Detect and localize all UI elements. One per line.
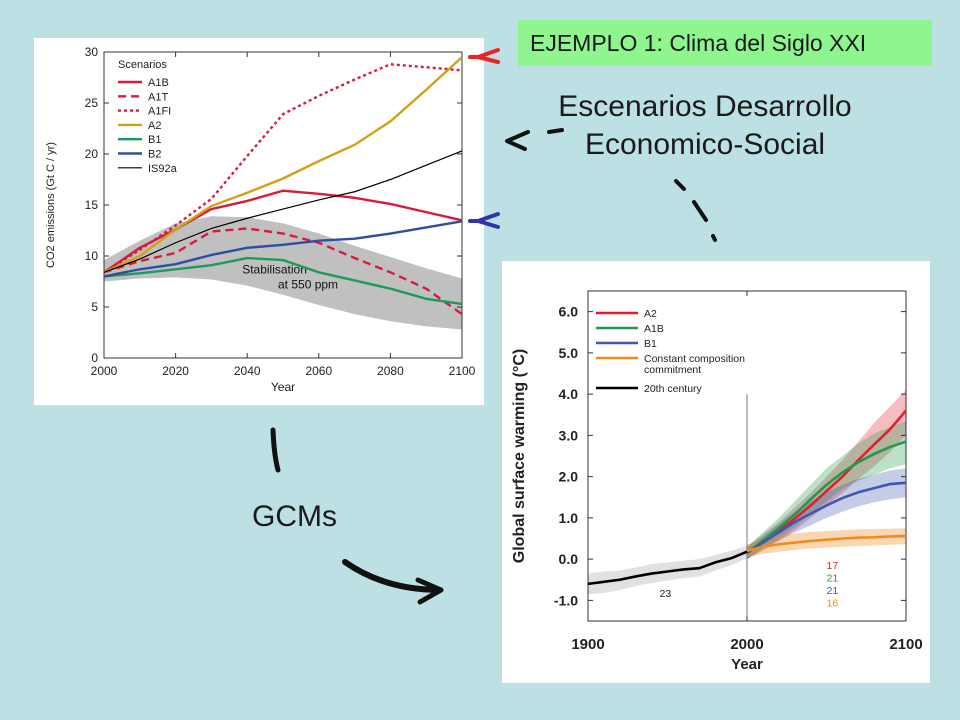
y-tick-label: 0 [91,351,98,365]
legend-label-a2: A2 [148,120,161,132]
y-tick-label: 25 [85,96,99,110]
model-count-label: 21 [827,585,839,597]
y-tick-label: 5 [91,300,98,314]
uncertainty-band-20th-century [588,545,747,595]
historical-model-count: 23 [660,588,672,600]
scenarios-heading: Escenarios Desarrollo Economico-Social [520,88,890,164]
scenarios-heading-line1: Escenarios Desarrollo [558,90,852,123]
stabilisation-label-line2: at 550 ppm [278,278,338,292]
x-tick-label: 2100 [889,636,922,653]
uncertainty-band-a2 [747,390,906,560]
series-line-a1fi [103,63,463,274]
y-tick-label: 5.0 [559,345,579,361]
model-count-label: 16 [827,598,839,610]
x-tick-label: 2000 [91,364,118,378]
y-tick-label: 2.0 [559,469,579,485]
y-tick-label: -1.0 [554,592,578,608]
x-tick-label: 1900 [571,636,604,653]
blue-pointer-arrow-icon [468,212,500,229]
series-line-a1b [103,189,463,274]
y-tick-label: 15 [85,198,99,212]
uncertainty-band-constant-composition-commitment [747,528,906,558]
y-tick-label: 1.0 [559,510,579,526]
legend-label-a1fi: A1FI [148,106,171,118]
series-line-b1 [103,256,463,306]
surface-warming-panel: -1.0 0.0 1.0 2.0 3.0 4.0 5.0 6.0 1900 2000 2100 Yea… [502,261,930,683]
y-tick-label: 3.0 [559,427,579,443]
x-tick-label: 2100 [449,364,476,378]
series-line-is92a [103,150,463,273]
legend-label-constant-composition-commitment: Constant composition [644,353,745,365]
x-tick-label: 2080 [377,364,404,378]
x-tick-label: 2040 [234,364,261,378]
x-tick-label: 2000 [730,636,763,653]
series-line-20th-century [587,550,748,586]
model-count-label: 21 [827,573,839,585]
legend-label-a1b: A1B [148,77,169,89]
y-tick-label: 6.0 [559,304,579,320]
x-tick-label: 2020 [162,364,189,378]
legend-label-b1: B1 [644,338,657,350]
dashed-curved-arrow-icon [505,128,717,242]
legend-label-is92a: IS92a [148,163,178,175]
y-tick-label: 0.0 [559,551,579,567]
gcms-label: GCMs [252,500,337,533]
surface-warming-chart: -1.0 0.0 1.0 2.0 3.0 4.0 5.0 6.0 1900 2000 2100 Yea… [511,290,923,673]
series-line-a1b [746,440,907,554]
series-line-a1t [103,227,463,316]
legend-title: Scenarios [118,59,167,71]
x-axis-label: Year [271,380,295,394]
series-line-constant-composition-commitment [746,534,907,553]
co2-emissions-panel: Stabilisation at 550 ppm 0 5 10 15 20 25 30 2000 2… [34,38,484,405]
legend-label-a1b: A1B [644,323,664,335]
y-tick-label: 4.0 [559,386,579,402]
model-count-label: 17 [827,560,839,572]
legend-label-a2: A2 [644,308,657,320]
red-pointer-arrow-icon [468,48,500,64]
legend-label-constant-composition-commitment-line2: commitment [644,364,701,376]
stabilisation-band [104,216,462,330]
series-line-b1 [746,481,907,555]
co2-emissions-chart: Stabilisation at 550 ppm 0 5 10 15 20 25 30 2000 2… [45,45,476,394]
gcms-curved-arrow-icon [270,427,444,605]
example-title-text: EJEMPLO 1: Clima del Siglo XXI [530,30,867,56]
legend-label-b1: B1 [148,134,161,146]
y-tick-label: 30 [85,45,99,59]
scenarios-heading-line2: Economico-Social [584,128,826,161]
legend-label-a1t: A1T [148,91,168,103]
legend-label-20th-century: 20th century [644,383,703,395]
y-axis-label: Global surface warming (°C) [511,349,528,563]
y-tick-label: 20 [85,147,99,161]
legend-label-b2: B2 [148,149,161,161]
y-tick-label: 10 [85,249,99,263]
y-axis-label: CO2 emissions (Gt C / yr) [45,142,57,268]
x-axis-label: Year [731,656,763,673]
example-title-badge: EJEMPLO 1: Clima del Siglo XXI [518,20,932,66]
stabilisation-label-line1: Stabilisation [242,262,307,276]
series-line-b2 [103,220,463,278]
x-tick-label: 2060 [305,364,332,378]
series-line-a2 [103,56,463,274]
